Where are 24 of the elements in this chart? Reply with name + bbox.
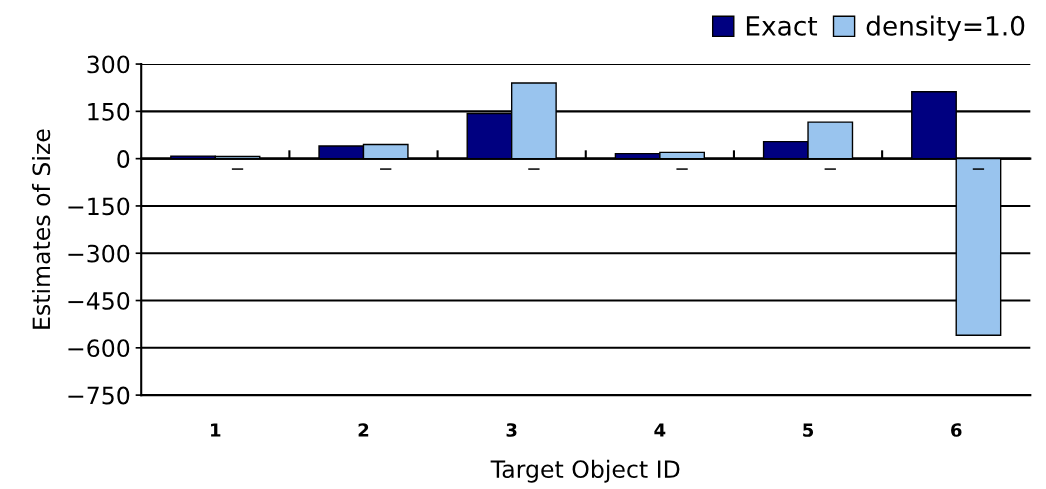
y-tick-label: −600: [68, 339, 130, 358]
y-axis-title: Estimates of Size: [31, 129, 51, 329]
data-label: −: [231, 168, 244, 170]
y-tick-label: −450: [68, 291, 130, 310]
data-label: −: [824, 168, 836, 170]
data-label: −: [676, 168, 688, 170]
y-tick-label: 150: [88, 102, 130, 121]
y-tick-label: −300: [68, 244, 130, 263]
x-tick-label: 5: [803, 423, 814, 437]
y-tick-label: 300: [87, 55, 130, 74]
x-tick-label: 3: [506, 423, 517, 437]
legend-label: density=1.0: [866, 15, 1025, 41]
y-tick-label: −150: [68, 197, 130, 216]
y-tick-label: −750: [68, 386, 130, 405]
y-tick-label: 0: [117, 150, 130, 168]
x-tick-label: 2: [358, 423, 369, 437]
x-tick-label: 1: [211, 423, 221, 437]
legend-label: Exact: [746, 16, 818, 36]
x-axis-title: Target Object ID: [490, 459, 680, 483]
x-tick-label: 4: [654, 423, 666, 437]
data-label: −: [380, 168, 392, 170]
data-label: −: [972, 168, 985, 170]
data-label: −: [528, 168, 540, 170]
x-tick-label: 6: [951, 423, 962, 437]
